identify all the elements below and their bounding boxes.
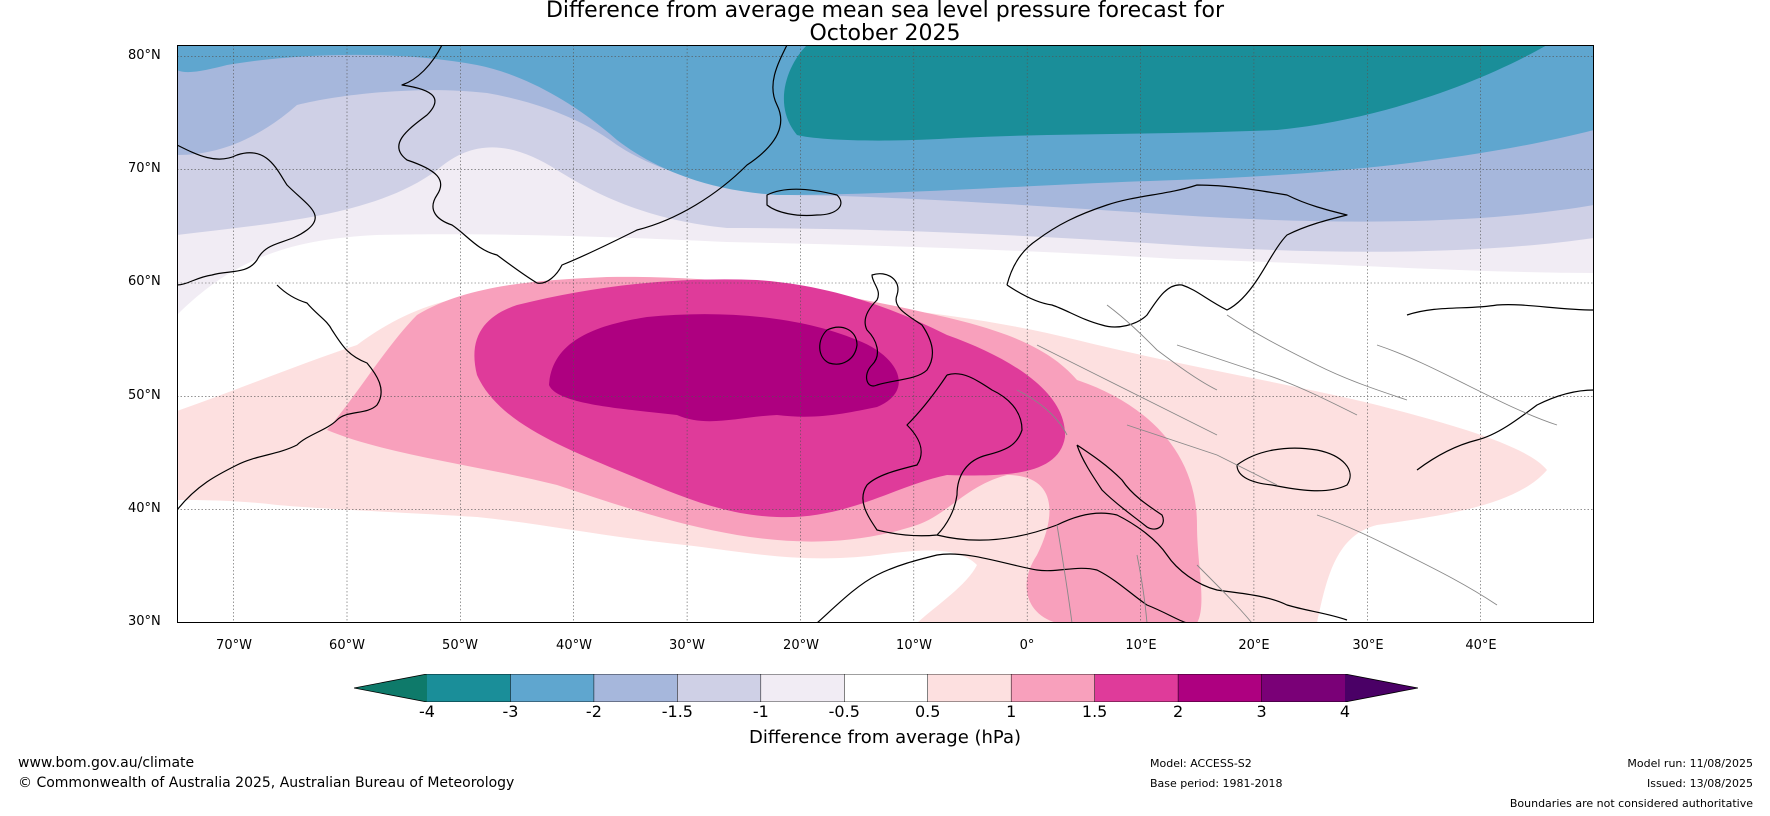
lon-label-60w: 60°W: [329, 638, 365, 653]
colorbar-tick-label: -2: [585, 702, 602, 721]
pressure-anomaly-map: [177, 45, 1594, 623]
scandinavia-coast: [1006, 184, 1348, 328]
graticule: [177, 45, 1594, 623]
lon-label-70w: 70°W: [216, 638, 252, 653]
issued-text: Issued: 13/08/2025: [1646, 777, 1753, 790]
lat-label-50n: 50°N: [128, 388, 161, 403]
colorbar-segment: [510, 674, 595, 702]
lon-label-30w: 30°W: [669, 638, 705, 653]
colorbar-segment: [677, 674, 762, 702]
lon-label-40w: 40°W: [556, 638, 592, 653]
lon-label-10w: 10°W: [896, 638, 932, 653]
country-borders: [1016, 304, 1558, 623]
black-sea-coast: [1236, 447, 1351, 492]
colorbar-extend-high: [1345, 674, 1418, 702]
coastlines: [177, 45, 1594, 623]
colorbar-segment: [1261, 674, 1346, 702]
copyright-text: © Commonwealth of Australia 2025, Austra…: [18, 775, 515, 791]
colorbar-tick-label: 2: [1172, 702, 1184, 721]
colorbar-extend-low: [354, 674, 427, 702]
lat-label-30n: 30°N: [128, 614, 161, 629]
mediterranean-coast: [936, 512, 1348, 621]
colorbar-tick-label: -1: [752, 702, 769, 721]
lat-label-40n: 40°N: [128, 501, 161, 516]
band-2: [549, 314, 899, 422]
iceland-coast: [766, 188, 842, 217]
model-text: Model: ACCESS-S2: [1150, 757, 1252, 770]
base-period-text: Base period: 1981-2018: [1150, 777, 1283, 790]
colorbar-tick-label: -1.5: [661, 702, 693, 721]
lon-label-20w: 20°W: [783, 638, 819, 653]
map-title-line1: Difference from average mean sea level p…: [545, 0, 1225, 23]
colorbar-tick-label: 1: [1006, 702, 1017, 721]
lon-label-40e: 40°E: [1465, 638, 1497, 653]
colorbar-segment: [760, 674, 845, 702]
colorbar-tick-label: -3: [502, 702, 519, 721]
model-run-text: Model run: 11/08/2025: [1627, 757, 1753, 770]
britain-coast: [864, 273, 934, 387]
colorbar-segment: [927, 674, 1012, 702]
colorbar-segment: [844, 674, 929, 702]
website-link[interactable]: www.bom.gov.au/climate: [18, 755, 195, 771]
colorbar-tick-label: 4: [1339, 702, 1351, 721]
lon-label-30e: 30°E: [1352, 638, 1384, 653]
italy-coast: [1076, 444, 1164, 530]
lon-label-10e: 10°E: [1125, 638, 1157, 653]
colorbar-label: Difference from average (hPa): [748, 727, 1022, 748]
labrador-coast: [177, 284, 382, 511]
colorbar-tick-label: -4: [419, 702, 435, 721]
colorbar-tick-label: 0.5: [914, 702, 941, 721]
colorbar-tick-label: 1.5: [1081, 702, 1108, 721]
map-title-line2: October 2025: [809, 21, 961, 46]
colorbar-segment: [427, 674, 511, 702]
north-africa-coast: [816, 553, 1188, 623]
ireland-coast: [819, 326, 858, 365]
colorbar: [354, 674, 1418, 702]
caspian-east-coast: [1416, 389, 1594, 471]
band-minus-3: [783, 45, 1547, 141]
lon-label-50w: 50°W: [442, 638, 478, 653]
disclaimer-text: Boundaries are not considered authoritat…: [1509, 797, 1753, 810]
eastern-coast: [1406, 304, 1594, 316]
lat-label-70n: 70°N: [128, 161, 161, 176]
colorbar-segment: [1094, 674, 1179, 702]
lat-label-60n: 60°N: [128, 274, 161, 289]
western-europe-coast: [862, 373, 1023, 537]
colorbar-tick-label: -0.5: [828, 702, 860, 721]
colorbar-tick-label: 3: [1256, 702, 1267, 721]
colorbar-segment: [1011, 674, 1096, 702]
colorbar-segment: [1178, 674, 1263, 702]
colorbar-segment: [593, 674, 678, 702]
greenland-coast: [398, 45, 788, 284]
lat-label-80n: 80°N: [128, 48, 161, 63]
lon-label-0: 0°: [1019, 638, 1035, 653]
lon-label-20e: 20°E: [1238, 638, 1270, 653]
canada-arctic-coast: [177, 144, 316, 286]
